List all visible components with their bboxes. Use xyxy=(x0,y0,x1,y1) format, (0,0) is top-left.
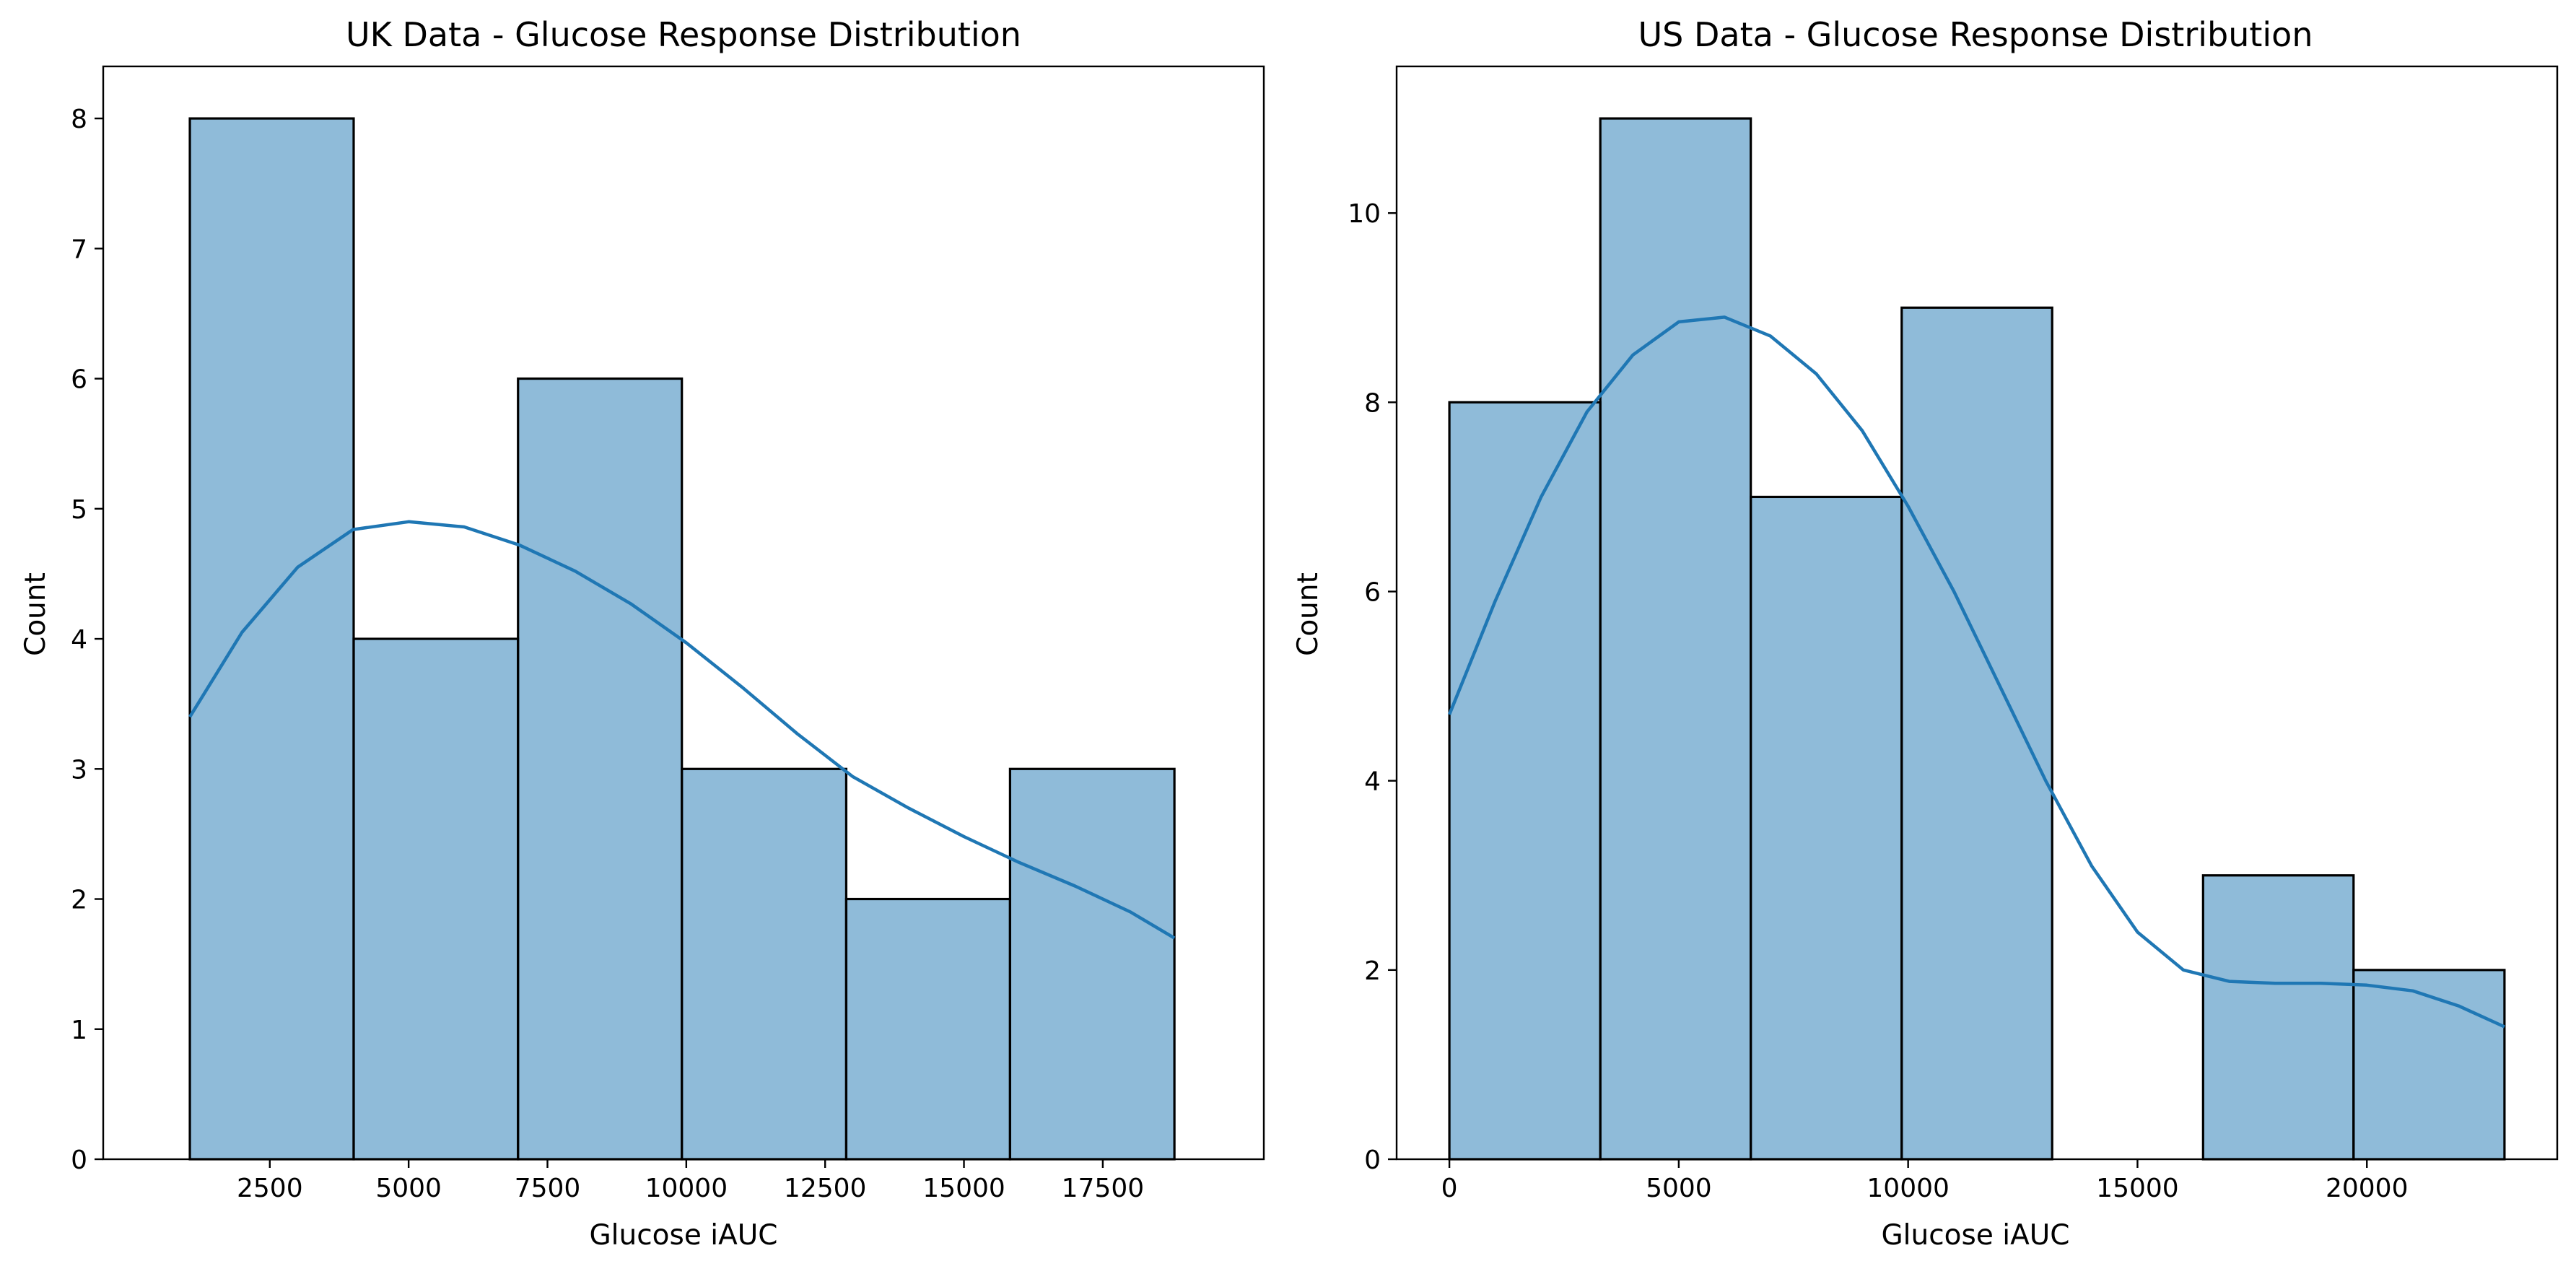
us-chart-title: US Data - Glucose Response Distribution xyxy=(1638,15,2313,54)
uk-y-tick-label: 2 xyxy=(71,886,87,915)
uk-y-tick-label: 3 xyxy=(71,755,87,785)
us-histogram-bar-6 xyxy=(2352,969,2506,1161)
uk-x-tick-label: 5000 xyxy=(375,1174,442,1203)
uk-x-tick-label: 15000 xyxy=(922,1174,1005,1203)
uk-y-axis-label: Count xyxy=(19,572,52,656)
us-y-tick-label: 4 xyxy=(1364,767,1381,797)
uk-histogram-bar-1 xyxy=(352,637,520,1161)
uk-histogram-bar-4 xyxy=(844,897,1011,1161)
us-y-tick-label: 6 xyxy=(1364,578,1381,608)
uk-axes-frame xyxy=(102,65,1265,1161)
uk-x-tick-label: 10000 xyxy=(645,1174,728,1203)
us-histogram-bar-0 xyxy=(1448,401,1602,1161)
us-histogram-bar-1 xyxy=(1599,117,1752,1161)
uk-histogram-bar-2 xyxy=(517,377,684,1161)
us-histogram-bar-3 xyxy=(1900,306,2053,1161)
uk-y-tick-label: 5 xyxy=(71,495,87,525)
uk-histogram-panel: UK Data - Glucose Response Distribution … xyxy=(19,15,1265,1252)
uk-histogram-bar-5 xyxy=(1008,767,1176,1161)
uk-y-tick-label: 6 xyxy=(71,365,87,395)
uk-histogram-bar-0 xyxy=(188,117,355,1161)
us-y-tick-label: 10 xyxy=(1348,199,1381,229)
uk-x-tick-label: 12500 xyxy=(784,1174,867,1203)
us-histogram-bar-5 xyxy=(2201,874,2355,1161)
uk-y-tick-label: 4 xyxy=(71,625,87,655)
us-x-tick-label: 5000 xyxy=(1646,1174,1712,1203)
us-axes-frame xyxy=(1395,65,2559,1161)
us-y-tick-label: 2 xyxy=(1364,956,1381,986)
uk-x-tick-label: 2500 xyxy=(237,1174,303,1203)
us-histogram-bar-2 xyxy=(1750,495,1903,1161)
us-x-tick-label: 20000 xyxy=(2326,1174,2409,1203)
us-y-axis-label: Count xyxy=(1292,572,1324,656)
uk-y-tick-label: 7 xyxy=(71,235,87,264)
us-kde-curve xyxy=(1448,315,2505,1029)
uk-x-axis-label: Glucose iAUC xyxy=(589,1219,777,1252)
uk-chart-title: UK Data - Glucose Response Distribution xyxy=(346,15,1021,54)
us-x-tick-label: 15000 xyxy=(2096,1174,2179,1203)
uk-x-tick-label: 17500 xyxy=(1062,1174,1145,1203)
us-x-axis-label: Glucose iAUC xyxy=(1881,1219,2069,1252)
us-y-tick-label: 8 xyxy=(1364,388,1381,418)
us-histogram-panel: US Data - Glucose Response Distribution … xyxy=(1292,15,2559,1252)
uk-y-tick-label: 8 xyxy=(71,105,87,134)
uk-histogram-bar-3 xyxy=(681,767,848,1161)
us-x-tick-label: 0 xyxy=(1441,1174,1458,1203)
us-y-tick-label: 0 xyxy=(1364,1146,1381,1175)
uk-x-tick-label: 7500 xyxy=(515,1174,581,1203)
uk-y-tick-label: 0 xyxy=(71,1146,87,1175)
uk-kde-curve xyxy=(188,520,1176,940)
uk-y-tick-label: 1 xyxy=(71,1016,87,1045)
us-x-tick-label: 10000 xyxy=(1866,1174,1950,1203)
